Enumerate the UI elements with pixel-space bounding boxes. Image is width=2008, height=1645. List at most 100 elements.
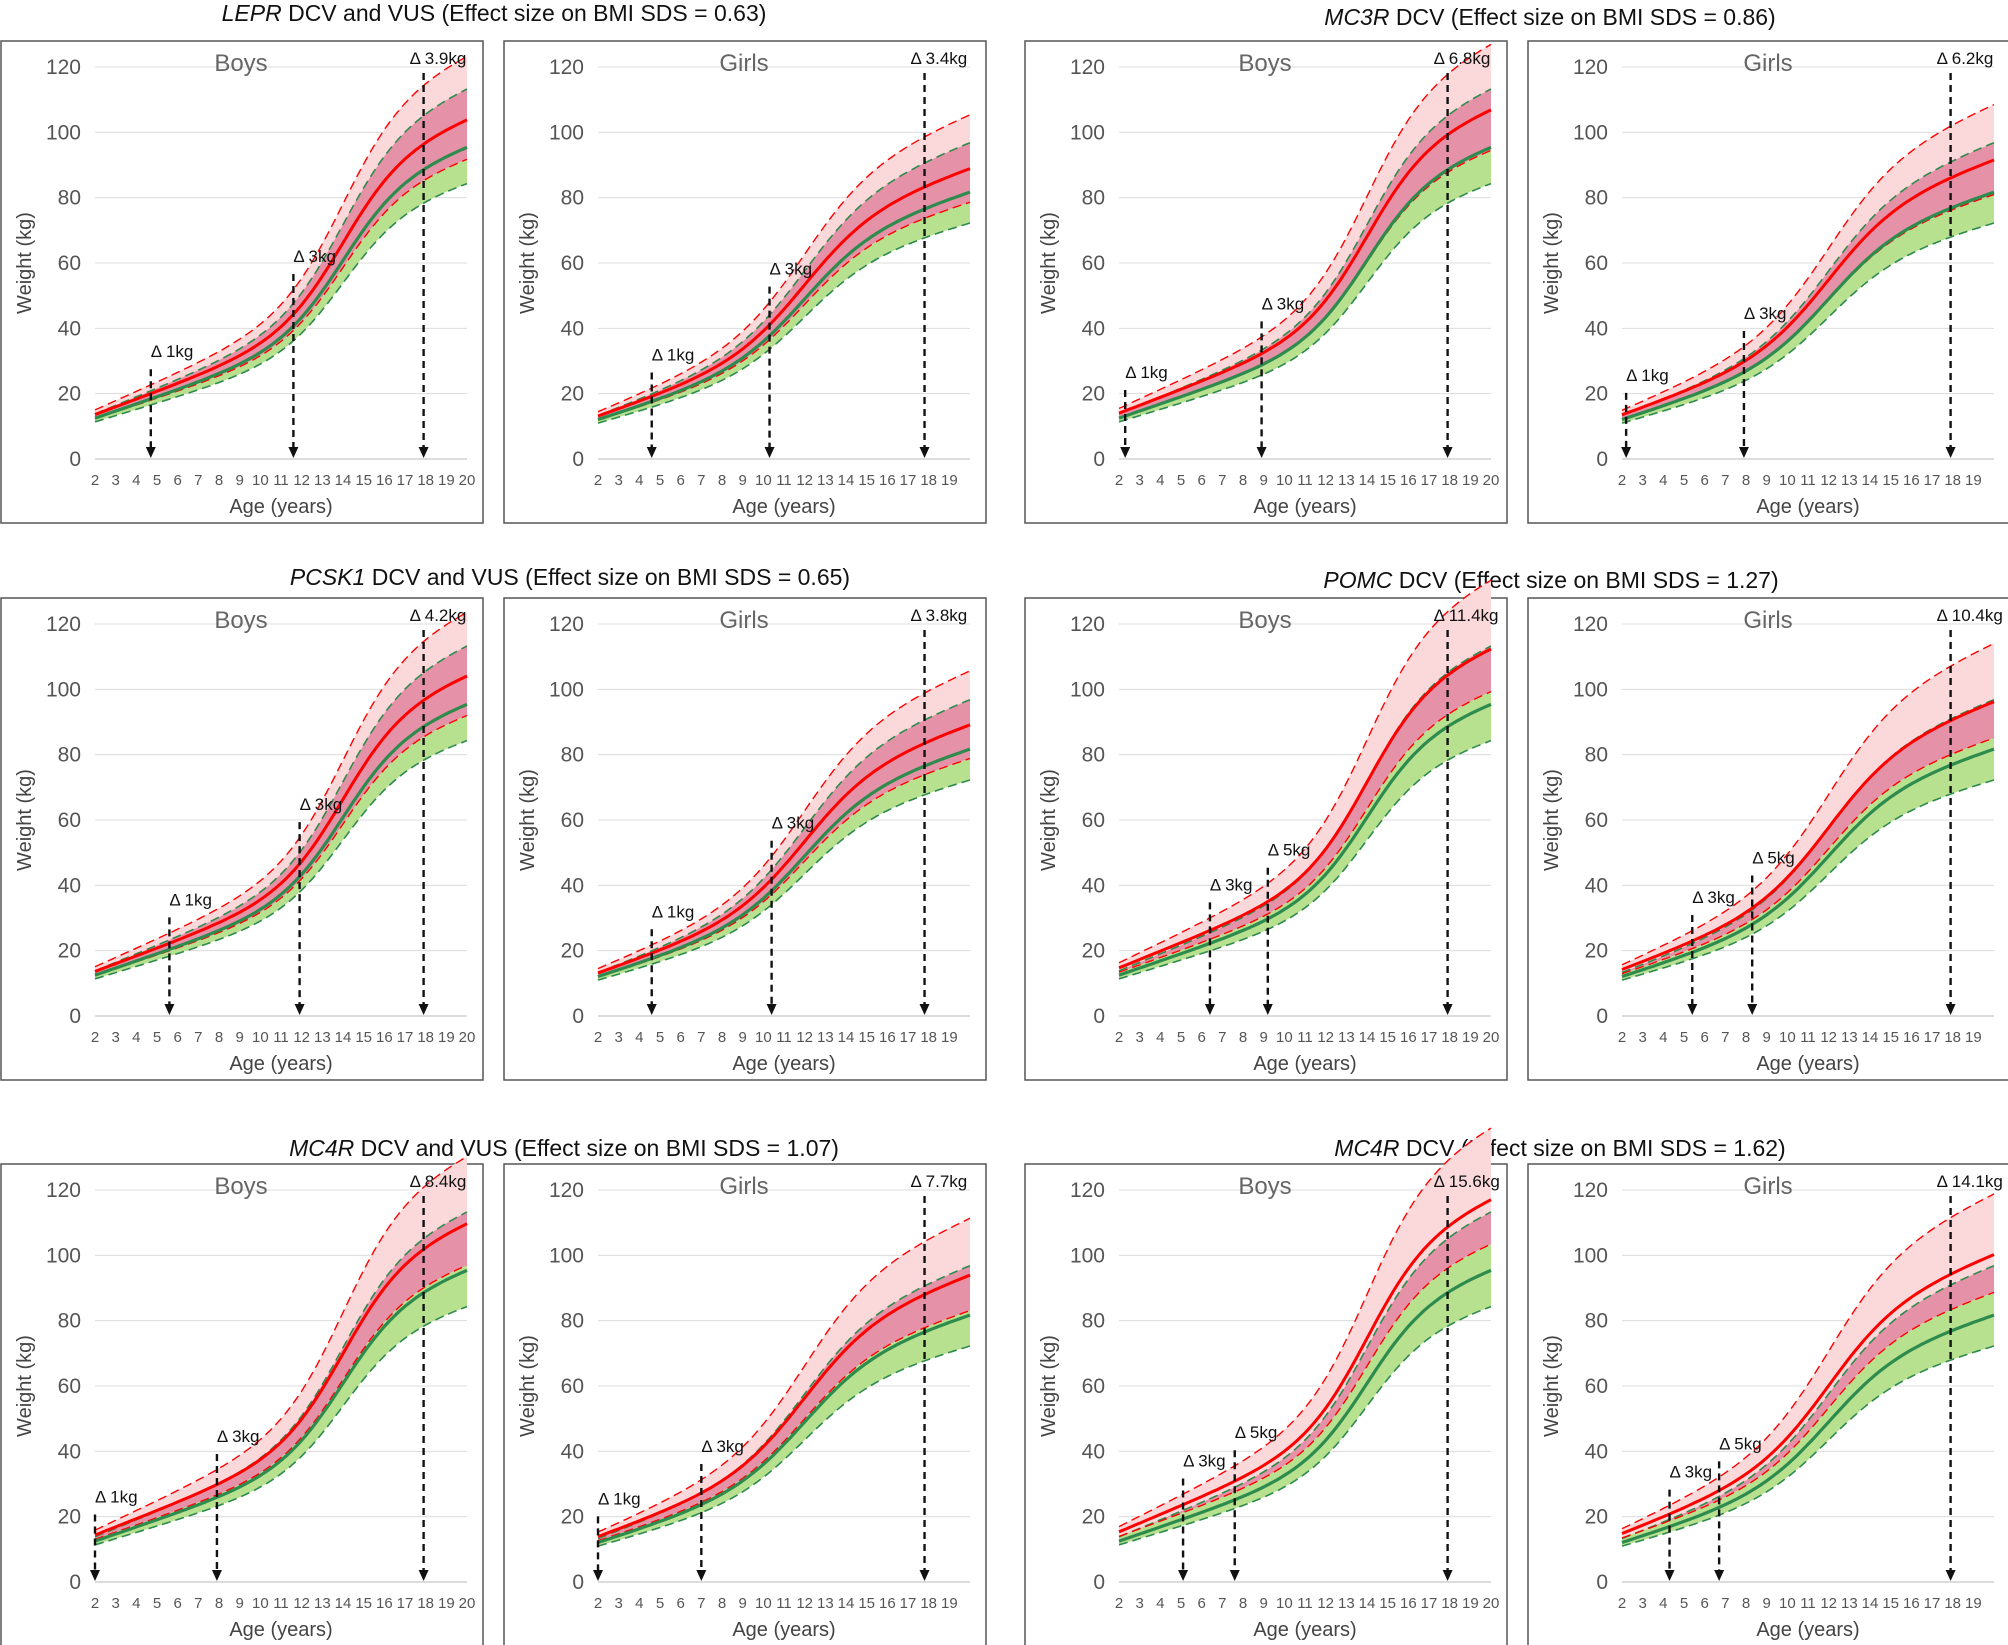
reference-median-line [1621, 1313, 1995, 1545]
x-tick-label: 8 [215, 1595, 223, 1612]
variant-lower-line [1621, 1291, 1995, 1539]
delta-label: Δ 3kg [772, 814, 815, 833]
x-tick-label: 2 [91, 1595, 99, 1612]
x-tick-label: 4 [635, 1029, 643, 1046]
panel-frame [1527, 597, 2008, 1081]
x-tick-label: 10 [1779, 1595, 1796, 1612]
x-tick-label: 4 [1156, 1595, 1164, 1612]
x-tick-label: 19 [1965, 1595, 1982, 1612]
x-tick-label: 20 [459, 472, 476, 489]
x-tick-label: 8 [1239, 1595, 1247, 1612]
variant-median-line [94, 674, 468, 973]
x-axis-title: Age (years) [732, 1619, 835, 1641]
variant-median-line [1621, 1253, 1995, 1535]
x-tick-label: 14 [1862, 1595, 1879, 1612]
x-tick-label: 12 [1820, 472, 1837, 489]
y-tick-label: 120 [1573, 613, 1608, 636]
x-tick-label: 8 [215, 472, 223, 489]
x-tick-label: 2 [1618, 1029, 1626, 1046]
delta-arrow-head [919, 1004, 930, 1015]
variant-lower-line [94, 158, 468, 420]
y-tick-label: 40 [1082, 317, 1105, 340]
x-tick-label: 13 [314, 1029, 331, 1046]
y-tick-label: 80 [561, 187, 584, 210]
x-tick-label: 17 [1924, 472, 1941, 489]
x-tick-label: 19 [438, 472, 455, 489]
delta-label: Δ 11.4kg [1434, 606, 1499, 625]
x-axis-title: Age (years) [229, 496, 332, 518]
y-tick-label: 0 [1093, 1005, 1105, 1028]
variant-upper-line [94, 1155, 468, 1531]
x-tick-label: 14 [335, 1595, 352, 1612]
delta-arrow-head [418, 447, 429, 458]
x-tick-label: 7 [194, 472, 202, 489]
x-tick-label: 13 [314, 472, 331, 489]
reference-median-line [94, 145, 468, 420]
delta-arrow-head [1621, 447, 1632, 458]
y-tick-label: 60 [1585, 1375, 1608, 1398]
panel-frame [503, 1163, 987, 1645]
x-tick-label: 15 [1882, 1029, 1899, 1046]
x-tick-label: 6 [1197, 1595, 1205, 1612]
x-tick-label: 6 [1700, 1595, 1708, 1612]
panel-title: Boys [214, 607, 267, 634]
x-axis-title: Age (years) [229, 1619, 332, 1641]
x-tick-label: 2 [1115, 1595, 1123, 1612]
x-tick-label: 10 [1276, 472, 1293, 489]
y-tick-label: 40 [1082, 1440, 1105, 1463]
x-tick-label: 19 [1965, 472, 1982, 489]
x-tick-label: 10 [755, 1029, 772, 1046]
x-tick-label: 3 [1638, 1029, 1646, 1046]
overlap-band [1119, 89, 1491, 418]
delta-label: Δ 3kg [300, 795, 343, 814]
x-tick-label: 15 [1882, 1595, 1899, 1612]
variant-lower-line [1621, 737, 1995, 975]
y-tick-label: 120 [549, 613, 584, 636]
x-tick-label: 17 [397, 1595, 414, 1612]
x-tick-label: 3 [111, 1029, 119, 1046]
panel-title: Girls [719, 1173, 768, 1200]
x-tick-label: 16 [1400, 472, 1417, 489]
y-axis-title: Weight (kg) [14, 1335, 36, 1437]
panel-title: Girls [719, 607, 768, 634]
delta-label: Δ 1kg [1626, 366, 1669, 385]
x-tick-label: 7 [697, 1029, 705, 1046]
y-tick-label: 100 [1070, 678, 1105, 701]
x-axis-title: Age (years) [1253, 1619, 1356, 1641]
y-tick-label: 60 [1585, 809, 1608, 832]
reference-lower-line [1118, 182, 1492, 423]
x-tick-label: 4 [1659, 1029, 1667, 1046]
delta-arrow-head [1442, 447, 1453, 458]
x-tick-label: 15 [858, 1595, 875, 1612]
y-tick-label: 0 [1596, 1571, 1608, 1594]
variant-upper-band [598, 1218, 970, 1539]
x-tick-label: 9 [1762, 1029, 1770, 1046]
y-tick-label: 80 [1082, 187, 1105, 210]
variant-median-line [1621, 158, 1995, 417]
x-tick-label: 5 [656, 1029, 664, 1046]
x-tick-label: 5 [1177, 472, 1185, 489]
x-tick-label: 18 [417, 472, 434, 489]
x-tick-label: 9 [1259, 1029, 1267, 1046]
x-tick-label: 7 [697, 472, 705, 489]
y-tick-label: 60 [1082, 252, 1105, 275]
x-tick-label: 19 [1462, 1029, 1479, 1046]
y-axis-title: Weight (kg) [517, 1335, 539, 1437]
delta-label: Δ 4.2kg [410, 606, 467, 625]
x-tick-label: 6 [676, 1595, 684, 1612]
reference-lower-line [597, 222, 971, 424]
x-tick-label: 13 [817, 1595, 834, 1612]
delta-label: Δ 15.6kg [1434, 1172, 1500, 1191]
reference-lower-line [1118, 739, 1492, 980]
x-tick-label: 14 [838, 1029, 855, 1046]
x-tick-label: 14 [1359, 1595, 1376, 1612]
reference-lower-line [94, 739, 468, 980]
delta-arrow-head [1747, 1004, 1758, 1015]
delta-arrow-head [1262, 1004, 1273, 1015]
x-tick-label: 15 [1882, 472, 1899, 489]
variant-lower-line [597, 201, 971, 421]
x-tick-label: 3 [1135, 1029, 1143, 1046]
delta-arrow-head [1738, 447, 1749, 458]
x-tick-label: 6 [1700, 472, 1708, 489]
